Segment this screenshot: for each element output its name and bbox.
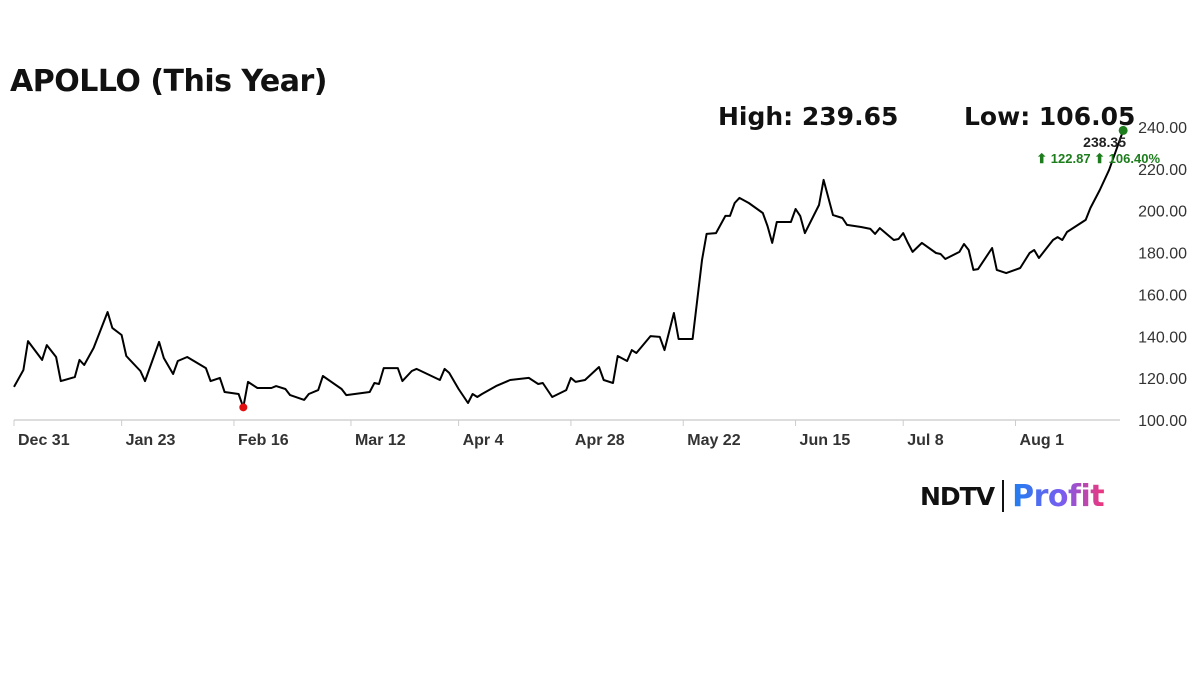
chart-title: APOLLO (This Year): [10, 64, 328, 99]
y-tick-label: 120.00: [1138, 371, 1187, 388]
x-tick-label: Jun 15: [800, 432, 851, 449]
x-tick-label: Jan 23: [126, 432, 176, 449]
ndtv-logo-text: NDTV: [920, 481, 995, 511]
y-tick-label: 220.00: [1138, 162, 1187, 179]
x-tick-label: Apr 4: [463, 432, 504, 449]
logo-divider: [1002, 480, 1005, 512]
last-value-label: 238.35: [1083, 134, 1126, 150]
y-tick-label: 240.00: [1138, 120, 1187, 137]
last-point-marker: [1118, 125, 1128, 135]
y-tick-label: 200.00: [1138, 204, 1187, 221]
y-tick-label: 100.00: [1138, 413, 1187, 430]
low-point-marker: [239, 403, 248, 412]
change-label: ⬆ 122.87 ⬆ 106.40%: [1036, 151, 1160, 166]
price-line: [13, 130, 1125, 409]
x-tick-label: Apr 28: [575, 432, 625, 449]
y-tick-label: 140.00: [1138, 329, 1187, 346]
x-tick-label: Mar 12: [355, 432, 406, 449]
x-tick-label: May 22: [687, 432, 740, 449]
x-tick-label: Feb 16: [238, 432, 289, 449]
x-tick-label: Aug 1: [1020, 432, 1065, 449]
y-tick-label: 160.00: [1138, 287, 1187, 304]
y-tick-label: 180.00: [1138, 246, 1187, 263]
x-tick-label: Dec 31: [18, 432, 70, 449]
ndtv-profit-logo: NDTV Profit: [920, 478, 1105, 514]
low-label: Low: 106.05: [964, 102, 1136, 131]
high-label: High: 239.65: [718, 102, 899, 131]
profit-logo-text: Profit: [1012, 478, 1105, 514]
x-tick-label: Jul 8: [907, 432, 944, 449]
